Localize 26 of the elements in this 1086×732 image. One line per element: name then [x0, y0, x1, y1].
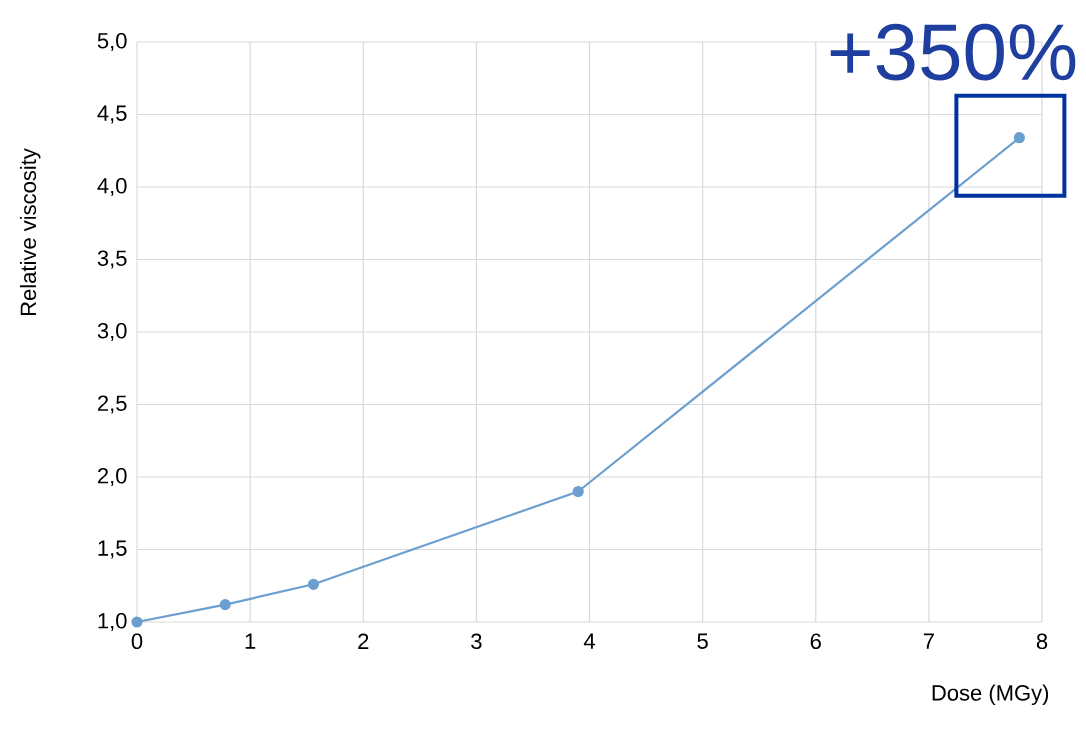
y-tick-label: 1,0: [98, 612, 127, 632]
x-tick-label: 4: [583, 633, 595, 649]
x-tick-label: 1: [245, 633, 256, 649]
x-tick-label: 5: [697, 633, 708, 649]
annotation: +350%: [830, 23, 1076, 81]
point: [572, 485, 584, 498]
point: [1013, 132, 1025, 144]
y-tick-label: 3,5: [97, 250, 127, 269]
point: [131, 616, 143, 628]
point: [219, 599, 231, 611]
point: [307, 578, 320, 590]
x-tick-label: 7: [923, 633, 934, 649]
y-axis-title: Relative viscosity: [19, 148, 41, 316]
x-tick-label: 3: [471, 633, 482, 650]
y-tick-label: 4,5: [97, 105, 127, 124]
y-tick-label: 5,0: [97, 32, 127, 52]
x-axis-title: Dose (MGy): [932, 684, 1049, 706]
x-tick-label: 8: [1036, 633, 1048, 650]
x-tick-label: 2: [358, 633, 369, 649]
y-tick-label: 1,5: [98, 540, 127, 559]
x-tick-label: 6: [810, 633, 821, 650]
y-tick-label: 3,0: [97, 322, 127, 342]
y-tick-label: 4,0: [97, 177, 127, 197]
x-tick-label: 0: [131, 633, 143, 650]
y-tick-label: 2,5: [98, 395, 127, 414]
y-tick-label: 2,0: [98, 467, 127, 487]
